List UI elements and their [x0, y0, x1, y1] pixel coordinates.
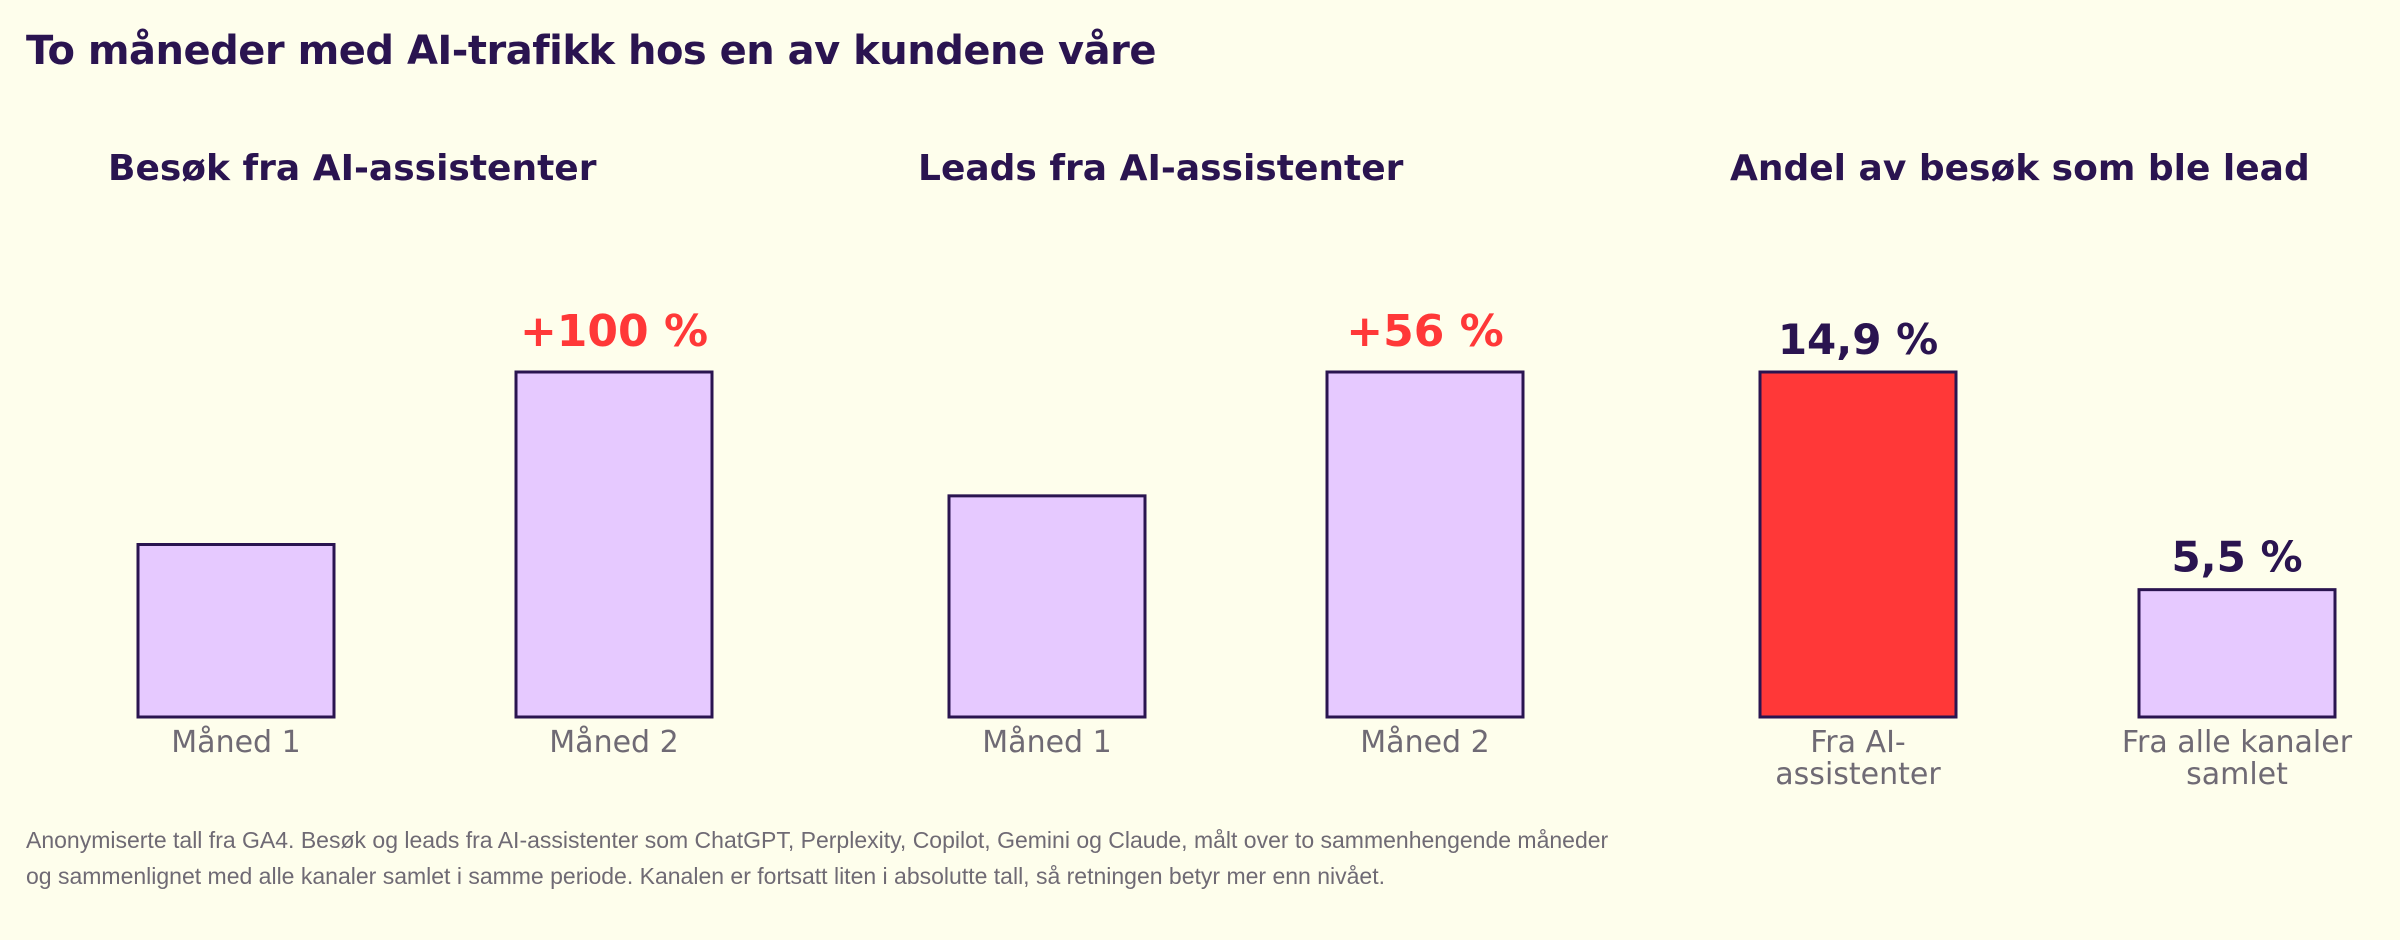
footnote-line-2: og sammenlignet med alle kanaler samlet …: [26, 863, 1385, 889]
category-label: Måned 2: [1360, 725, 1489, 760]
chart-panel-1: Besøk fra AI-assistenter Måned 1 Måned 2 +1…: [108, 148, 714, 760]
bar: [1325, 370, 1525, 719]
chart-title: Besøk fra AI-assistenter: [108, 148, 597, 189]
category-label-line: Måned 2: [549, 725, 678, 760]
charts-area: Besøk fra AI-assistenter Måned 1 Måned 2 +1…: [108, 148, 2353, 792]
category-label-line: Måned 1: [171, 725, 300, 760]
bar: [2137, 588, 2337, 719]
bar: [947, 494, 1147, 719]
category-label-line: samlet: [2186, 757, 2288, 792]
chart-title: Andel av besøk som ble lead: [1730, 148, 2310, 189]
category-label-line: Måned 1: [982, 725, 1111, 760]
category-label: Fra AI-assistenter: [1775, 725, 1941, 792]
growth-annotation: +100 %: [520, 306, 708, 357]
chart-panel-2: Leads fra AI-assistenter Måned 1 Måned 2 +5…: [918, 148, 1525, 760]
growth-annotation: +56 %: [1346, 306, 1504, 357]
data-label: 5,5 %: [2171, 533, 2302, 582]
bar: [1758, 370, 1958, 719]
category-label-line: Fra AI-: [1810, 725, 1906, 760]
data-label: 14,9 %: [1778, 315, 1938, 364]
chart-title: Leads fra AI-assistenter: [918, 148, 1404, 189]
category-label: Måned 2: [549, 725, 678, 760]
bar: [514, 370, 714, 719]
footnote: Anonymiserte tall fra GA4. Besøk og lead…: [26, 822, 1786, 894]
bar: [136, 543, 336, 719]
page-title: To måneder med AI-trafikk hos en av kund…: [26, 28, 1156, 74]
category-label: Måned 1: [171, 725, 300, 760]
category-label: Fra alle kanaler samlet: [2122, 725, 2353, 792]
chart-panel-3: Andel av besøk som ble lead Fra AI-assist…: [1730, 148, 2353, 792]
footnote-line-1: Anonymiserte tall fra GA4. Besøk og lead…: [26, 827, 1609, 853]
category-label-line: Fra alle kanaler: [2122, 725, 2353, 760]
category-label-line: assistenter: [1775, 757, 1941, 792]
category-label-line: Måned 2: [1360, 725, 1489, 760]
category-label: Måned 1: [982, 725, 1111, 760]
